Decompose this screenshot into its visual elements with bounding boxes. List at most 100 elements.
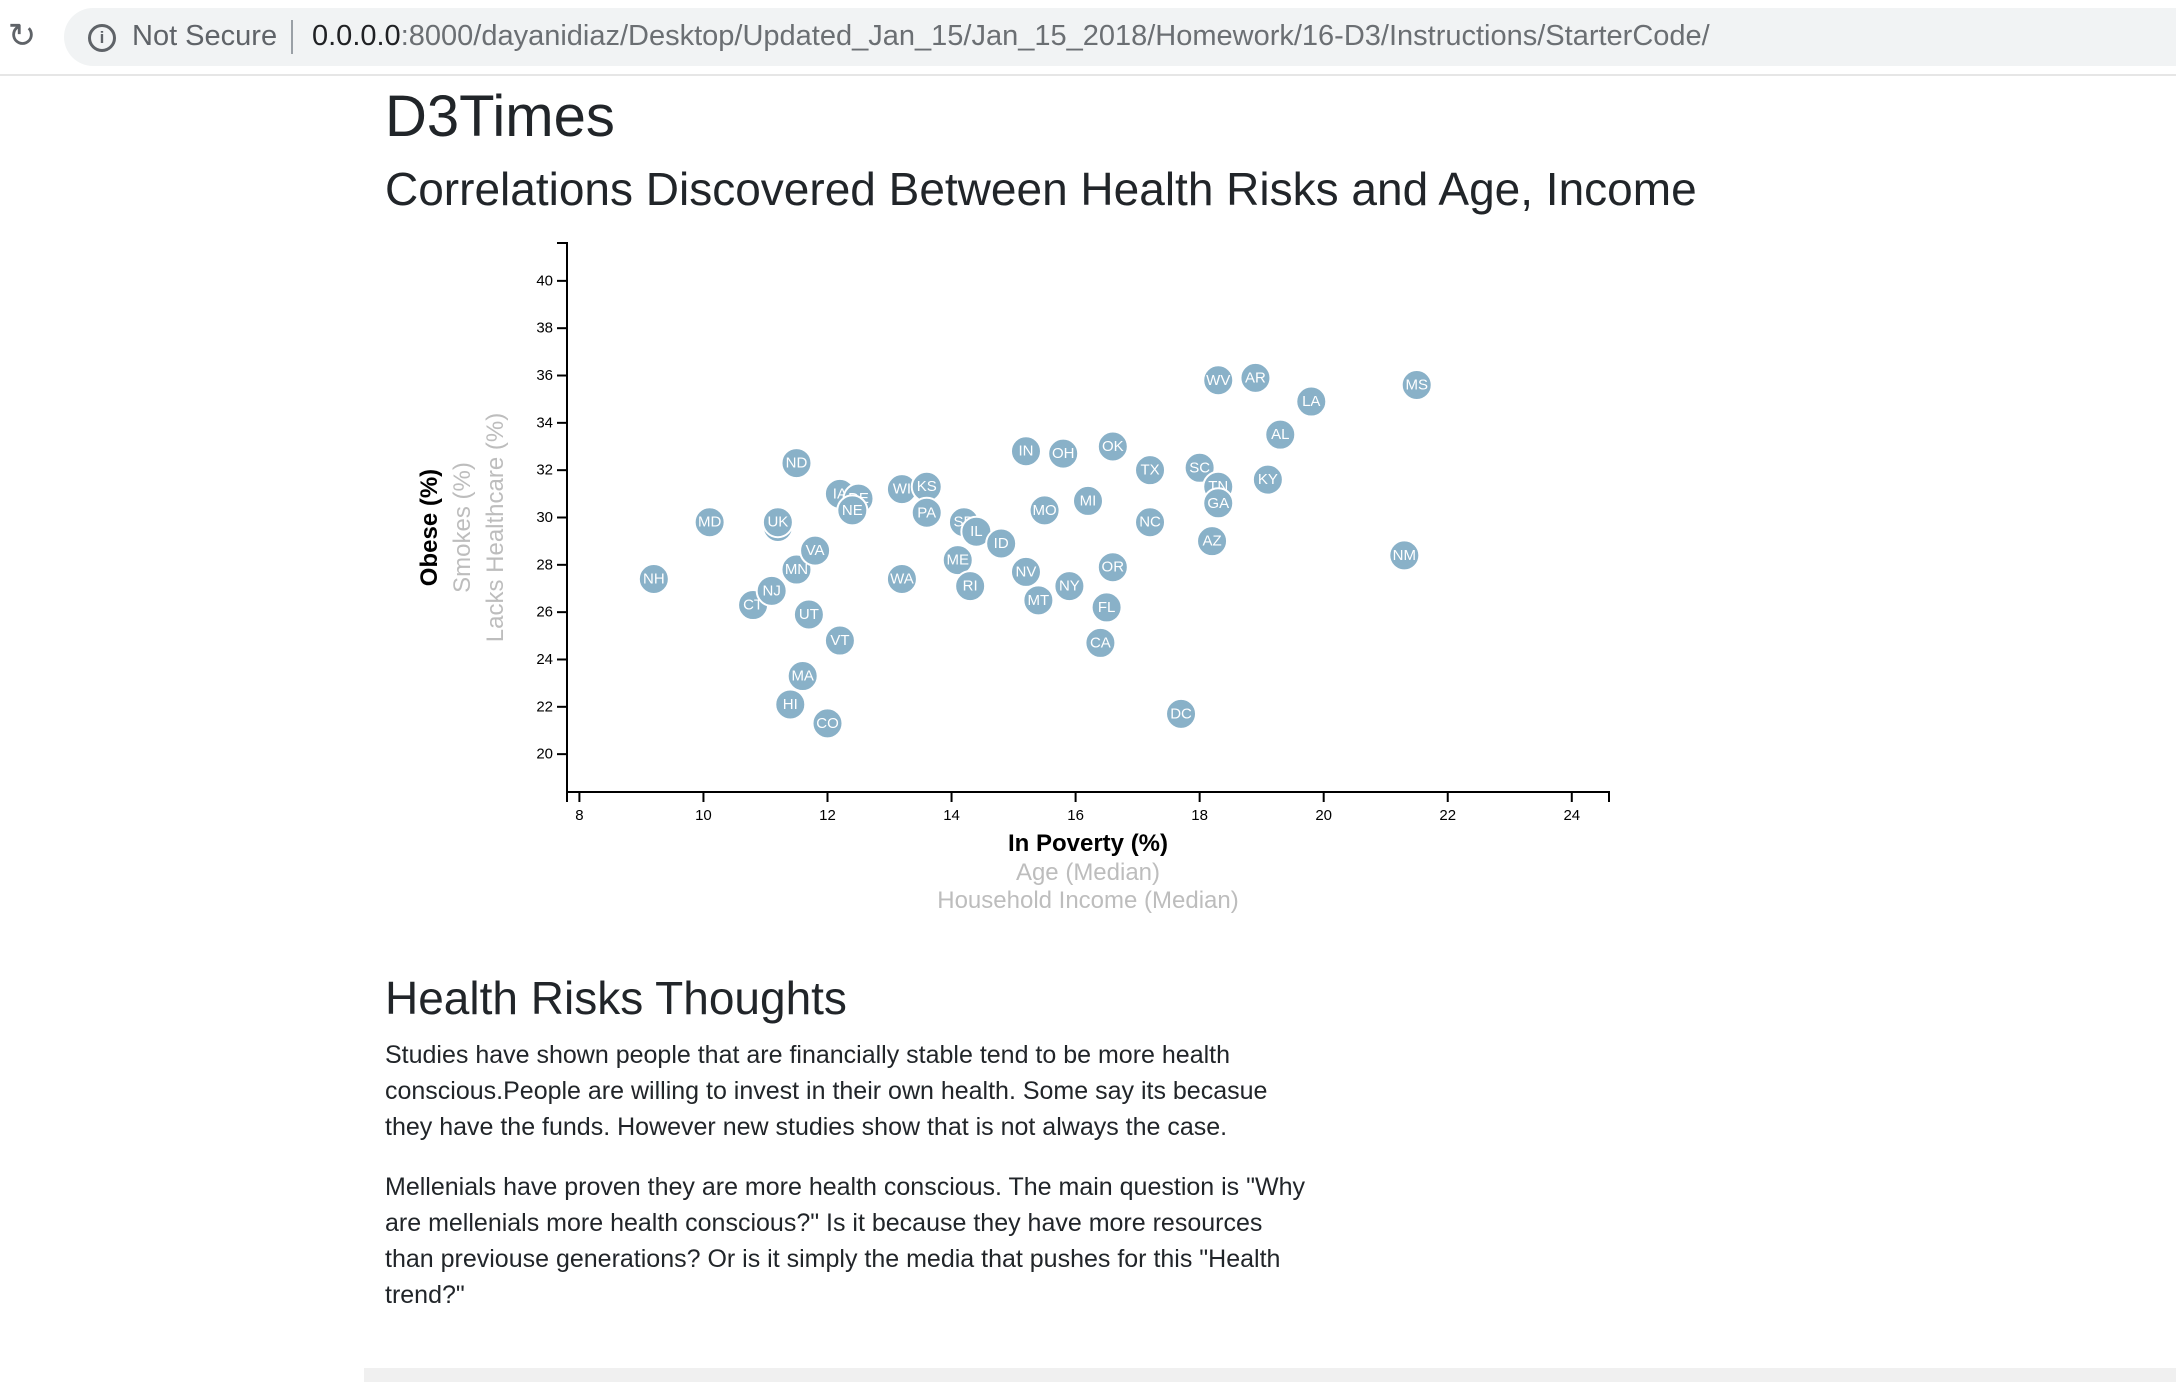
x-axis-option[interactable]: Age (Median): [1016, 859, 1160, 886]
state-point[interactable]: IL: [960, 515, 993, 548]
state-circle[interactable]: [792, 598, 825, 631]
state-point[interactable]: MA: [786, 660, 819, 693]
state-circle[interactable]: [1295, 385, 1328, 418]
state-point[interactable]: GA: [1202, 487, 1235, 520]
state-circle[interactable]: [954, 570, 987, 603]
state-point[interactable]: CA: [1084, 626, 1117, 659]
state-circle[interactable]: [1202, 364, 1235, 397]
state-circle[interactable]: [1022, 584, 1055, 617]
reload-icon[interactable]: ↻: [7, 17, 37, 55]
state-point[interactable]: AL: [1264, 418, 1297, 451]
state-circle[interactable]: [836, 494, 869, 527]
state-circle[interactable]: [1165, 697, 1198, 730]
state-point[interactable]: MD: [693, 506, 726, 539]
state-point[interactable]: MT: [1022, 584, 1055, 617]
state-circle[interactable]: [693, 506, 726, 539]
state-circle[interactable]: [885, 563, 918, 596]
state-point[interactable]: VA: [799, 534, 832, 567]
state-label: CT: [743, 597, 763, 614]
state-point[interactable]: FL: [1090, 591, 1123, 624]
state-point[interactable]: WV: [1202, 364, 1235, 397]
state-point[interactable]: TX: [1134, 454, 1167, 487]
state-circle[interactable]: [910, 496, 943, 529]
state-circle[interactable]: [1096, 551, 1129, 584]
state-point[interactable]: LA: [1295, 385, 1328, 418]
state-label: MI: [1080, 492, 1097, 509]
state-circle[interactable]: [941, 544, 974, 577]
state-point[interactable]: NC: [1134, 506, 1167, 539]
state-point[interactable]: ID: [985, 527, 1018, 560]
state-circle[interactable]: [1009, 555, 1042, 588]
state-circle[interactable]: [1090, 591, 1123, 624]
state-point[interactable]: ME: [941, 544, 974, 577]
y-axis-option[interactable]: Lacks Healthcare (%): [482, 413, 509, 642]
state-point[interactable]: OK: [1096, 430, 1129, 463]
state-point[interactable]: NV: [1009, 555, 1042, 588]
x-axis-option[interactable]: Household Income (Median): [937, 887, 1239, 914]
x-tick-label: 16: [1067, 807, 1084, 824]
state-point[interactable]: NH: [637, 563, 670, 596]
state-circle[interactable]: [1096, 430, 1129, 463]
state-circle[interactable]: [1134, 506, 1167, 539]
state-point[interactable]: OR: [1096, 551, 1129, 584]
state-circle[interactable]: [761, 506, 794, 539]
state-circle[interactable]: [786, 660, 819, 693]
x-tick-label: 14: [943, 807, 960, 824]
state-circle[interactable]: [1202, 487, 1235, 520]
info-icon[interactable]: i: [88, 24, 116, 52]
state-circle[interactable]: [1047, 437, 1080, 470]
state-point[interactable]: VT: [823, 624, 856, 657]
address-bar[interactable]: i Not Secure 0.0.0.0:8000/dayanidiaz/Des…: [64, 8, 2176, 66]
state-point[interactable]: DC: [1165, 697, 1198, 730]
state-point[interactable]: UT: [792, 598, 825, 631]
state-point[interactable]: WA: [885, 563, 918, 596]
url-text[interactable]: 0.0.0.0:8000/dayanidiaz/Desktop/Updated_…: [312, 19, 1710, 53]
y-axis-option[interactable]: Smokes (%): [449, 462, 476, 593]
state-circle[interactable]: [774, 688, 807, 721]
state-point[interactable]: AZ: [1196, 525, 1229, 558]
state-point[interactable]: MI: [1072, 484, 1104, 517]
state-point[interactable]: RI: [954, 570, 987, 603]
state-point[interactable]: PA: [910, 496, 943, 529]
state-circle[interactable]: [1196, 525, 1229, 558]
state-circle[interactable]: [1084, 626, 1117, 659]
thoughts-paragraph-1: Studies have shown people that are finan…: [385, 1041, 1268, 1141]
state-point[interactable]: MS: [1400, 368, 1433, 401]
state-circle[interactable]: [823, 624, 856, 657]
state-point[interactable]: MO: [1028, 494, 1061, 527]
state-point[interactable]: KY: [1251, 463, 1284, 496]
state-point[interactable]: AR: [1239, 361, 1272, 394]
state-circle[interactable]: [755, 574, 788, 607]
state-circle[interactable]: [1400, 368, 1433, 401]
state-circle[interactable]: [1251, 463, 1284, 496]
security-label[interactable]: Not Secure: [132, 20, 278, 52]
state-point[interactable]: CO: [811, 707, 844, 740]
y-axis-option[interactable]: Obese (%): [416, 469, 443, 586]
state-label: WA: [890, 571, 914, 588]
state-circle[interactable]: [811, 707, 844, 740]
state-circle[interactable]: [985, 527, 1018, 560]
state-circle[interactable]: [1388, 539, 1421, 572]
x-axis-option[interactable]: In Poverty (%): [1008, 830, 1168, 857]
state-circle[interactable]: [1239, 361, 1272, 394]
state-circle[interactable]: [1072, 484, 1104, 517]
state-point[interactable]: NY: [1053, 570, 1086, 603]
state-point[interactable]: OH: [1047, 437, 1080, 470]
state-point[interactable]: NE: [836, 494, 869, 527]
state-circle[interactable]: [637, 563, 670, 596]
state-circle[interactable]: [1264, 418, 1297, 451]
state-circle[interactable]: [1053, 570, 1086, 603]
state-label: CA: [1090, 634, 1111, 651]
state-circle[interactable]: [1028, 494, 1061, 527]
state-point[interactable]: HI: [774, 688, 807, 721]
state-circle[interactable]: [1009, 435, 1042, 468]
state-circle[interactable]: [780, 447, 813, 480]
state-point[interactable]: NJ: [755, 574, 788, 607]
state-circle[interactable]: [1134, 454, 1167, 487]
state-circle[interactable]: [799, 534, 832, 567]
state-point[interactable]: UK: [761, 506, 794, 539]
state-point[interactable]: IN: [1009, 435, 1042, 468]
state-point[interactable]: ND: [780, 447, 813, 480]
state-point[interactable]: NM: [1388, 539, 1421, 572]
state-label: IN: [1018, 443, 1033, 460]
